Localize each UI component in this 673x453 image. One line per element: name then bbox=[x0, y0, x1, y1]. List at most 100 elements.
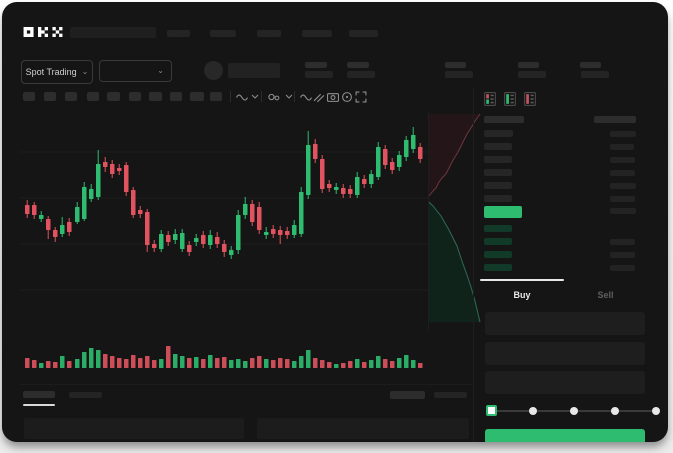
compare-line-icon[interactable] bbox=[300, 91, 312, 103]
tab-sell[interactable]: Sell bbox=[597, 290, 614, 300]
orderbook-size-skeleton bbox=[610, 131, 636, 137]
depth-chart bbox=[428, 112, 483, 330]
orderbook-size-skeleton bbox=[610, 239, 635, 245]
order-total-input[interactable] bbox=[485, 371, 645, 394]
orderbook-price-skeleton bbox=[484, 182, 512, 189]
orderbook-size-skeleton bbox=[610, 170, 635, 176]
orderbook-last-price-bar[interactable] bbox=[484, 206, 522, 218]
toolbar-divider bbox=[230, 91, 231, 102]
ticker-stat-value-skeleton bbox=[347, 71, 375, 78]
orderbook-price-skeleton bbox=[484, 169, 512, 176]
orderbook-price-skeleton bbox=[484, 238, 512, 245]
pair-dropdown[interactable]: ⌄ bbox=[99, 60, 172, 82]
bottom-tab-skeleton[interactable] bbox=[69, 392, 102, 398]
market-type-selector[interactable]: Spot Trading ⌄ bbox=[21, 60, 93, 84]
buy-submit-button[interactable] bbox=[485, 429, 645, 442]
nav-item-skeleton[interactable] bbox=[210, 30, 236, 37]
timeframe-button-skeleton[interactable] bbox=[65, 92, 77, 101]
order-price-input[interactable] bbox=[485, 312, 645, 335]
order-amount-input[interactable] bbox=[485, 342, 645, 365]
chevron-down-icon: ⌄ bbox=[157, 66, 164, 75]
orderbook-bid-row[interactable] bbox=[484, 223, 636, 236]
slider-dot-4[interactable] bbox=[652, 407, 660, 415]
drawing-tools-icon[interactable] bbox=[313, 91, 325, 103]
nav-item-skeleton[interactable] bbox=[257, 30, 281, 37]
orderbook-size-skeleton bbox=[610, 208, 636, 214]
ticker-stat-value-skeleton bbox=[445, 71, 473, 78]
timeframe-button-skeleton[interactable] bbox=[170, 92, 182, 101]
timeframe-button-skeleton[interactable] bbox=[23, 92, 35, 101]
fullscreen-icon[interactable] bbox=[355, 91, 367, 103]
slider-dot-2[interactable] bbox=[570, 407, 578, 415]
tab-buy[interactable]: Buy bbox=[513, 290, 531, 300]
orderbook-ask-row[interactable] bbox=[484, 128, 636, 141]
bottom-tab-indicator bbox=[23, 404, 55, 406]
slider-dot-1[interactable] bbox=[529, 407, 537, 415]
chart-settings-icon[interactable] bbox=[341, 91, 353, 103]
orderbook-size-skeleton bbox=[610, 157, 635, 163]
timeframe-button-skeleton[interactable] bbox=[107, 92, 120, 101]
bottom-action-skeleton[interactable] bbox=[434, 392, 467, 398]
slider-dot-3[interactable] bbox=[611, 407, 619, 415]
orderbook-size-skeleton bbox=[610, 265, 635, 271]
orderbook-size-skeleton bbox=[610, 196, 635, 202]
orderbook-price-skeleton bbox=[484, 251, 512, 258]
timeframe-button-skeleton[interactable] bbox=[149, 92, 162, 101]
orderbook-view-asks-icon[interactable] bbox=[524, 92, 536, 106]
section-divider bbox=[20, 384, 472, 385]
toolbar-divider bbox=[294, 91, 295, 102]
orderbook-asks bbox=[484, 128, 636, 206]
candlestick-chart[interactable] bbox=[20, 112, 430, 370]
timeframe-button-skeleton[interactable] bbox=[129, 92, 141, 101]
amount-slider[interactable] bbox=[486, 405, 660, 417]
okx-logo[interactable] bbox=[23, 27, 63, 37]
bottom-tab-skeleton[interactable] bbox=[23, 391, 55, 398]
orderbook-ask-row[interactable] bbox=[484, 141, 636, 154]
nav-item-skeleton[interactable] bbox=[349, 30, 378, 37]
orderbook-view-bids-icon[interactable] bbox=[504, 92, 516, 106]
timeframe-button-skeleton[interactable] bbox=[87, 92, 99, 101]
ticker-stat-value-skeleton bbox=[518, 71, 546, 78]
global-search-skeleton[interactable] bbox=[70, 27, 156, 38]
ticker-stat-label-skeleton bbox=[518, 62, 539, 68]
orderbook-price-header-skeleton bbox=[484, 116, 524, 123]
nav-item-skeleton[interactable] bbox=[167, 30, 190, 37]
orderbook-bids bbox=[484, 223, 636, 275]
orderbook-size-skeleton bbox=[610, 144, 634, 150]
nav-item-skeleton[interactable] bbox=[302, 30, 332, 37]
panel-divider bbox=[473, 88, 474, 442]
orderbook-bid-row[interactable] bbox=[484, 236, 636, 249]
orderbook-price-skeleton bbox=[484, 195, 512, 202]
market-type-label: Spot Trading bbox=[25, 67, 77, 77]
orderbook-price-skeleton bbox=[484, 225, 512, 232]
chevron-down-icon[interactable] bbox=[285, 94, 297, 106]
camera-snapshot-icon[interactable] bbox=[327, 91, 339, 103]
active-tab-indicator bbox=[480, 279, 564, 281]
timeframe-button-skeleton[interactable] bbox=[190, 92, 204, 101]
chevron-down-icon: ⌄ bbox=[81, 67, 89, 76]
orderbook-ask-row[interactable] bbox=[484, 180, 636, 193]
orderbook-bid-row[interactable] bbox=[484, 249, 636, 262]
orderbook-ask-row[interactable] bbox=[484, 167, 636, 180]
orderbook-bid-row[interactable] bbox=[484, 262, 636, 275]
orderbook-ask-row[interactable] bbox=[484, 154, 636, 167]
coin-avatar[interactable] bbox=[204, 61, 223, 80]
toolbar-divider bbox=[261, 91, 262, 102]
ticker-stat-value-skeleton bbox=[305, 71, 333, 78]
ticker-stat-value-skeleton bbox=[581, 71, 609, 78]
indicator-icon[interactable] bbox=[268, 91, 280, 103]
timeframe-button-skeleton[interactable] bbox=[210, 92, 222, 101]
open-orders-table-skeleton bbox=[24, 418, 244, 439]
orderbook-view-all-icon[interactable] bbox=[484, 92, 496, 106]
chart-type-icon[interactable] bbox=[236, 91, 248, 103]
timeframe-button-skeleton[interactable] bbox=[44, 92, 56, 101]
orderbook-size-skeleton bbox=[610, 183, 636, 189]
pair-name-skeleton[interactable] bbox=[228, 63, 280, 78]
chevron-down-icon[interactable] bbox=[251, 94, 263, 106]
bottom-action-skeleton[interactable] bbox=[390, 391, 425, 399]
ticker-stat-label-skeleton bbox=[347, 62, 369, 68]
slider-dot-0[interactable] bbox=[486, 405, 497, 416]
orderbook-ask-row[interactable] bbox=[484, 193, 636, 206]
orderbook-price-skeleton bbox=[484, 130, 513, 137]
